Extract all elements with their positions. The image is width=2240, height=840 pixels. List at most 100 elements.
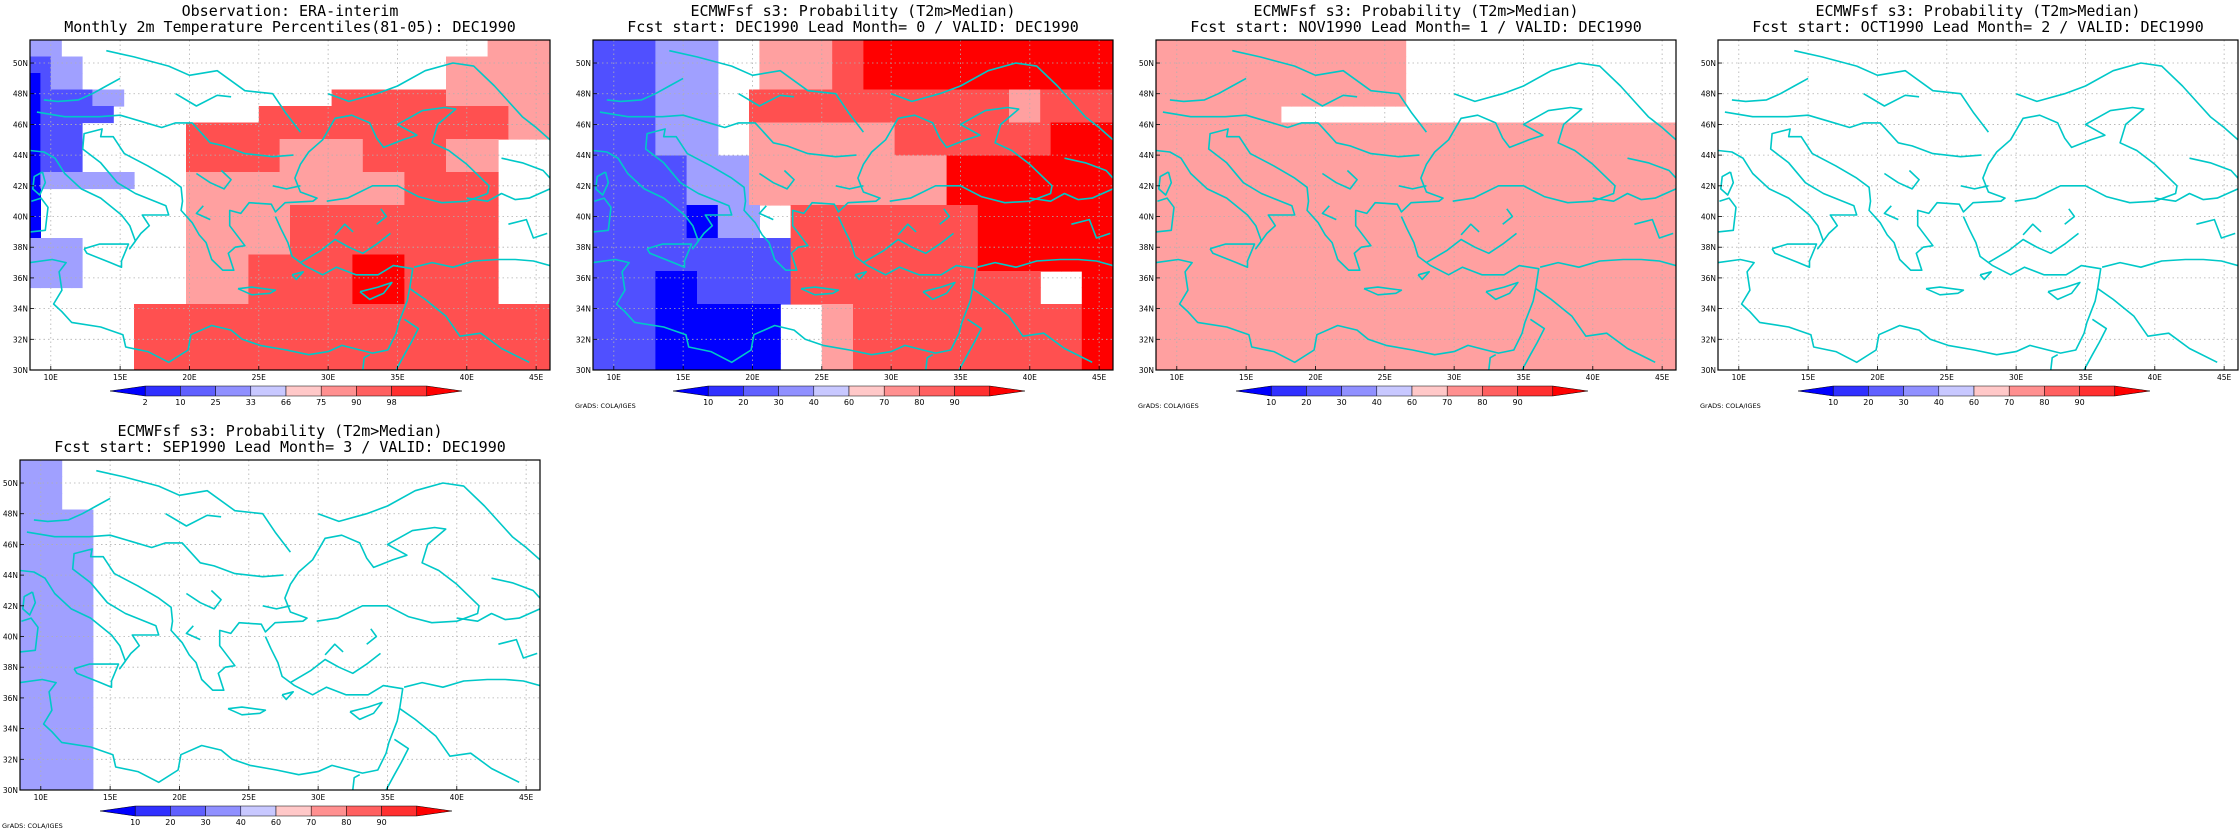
grid-cell bbox=[1426, 221, 1438, 239]
grid-cell bbox=[1613, 271, 1625, 289]
grid-cell bbox=[1040, 205, 1052, 223]
grid-cell bbox=[30, 122, 41, 140]
grid-cell bbox=[1009, 304, 1020, 322]
grid-cell bbox=[1665, 353, 1676, 370]
lon-tick-label: 20E bbox=[745, 373, 760, 382]
grid-cell bbox=[394, 337, 405, 355]
grid-cell bbox=[728, 188, 740, 206]
grid-cell bbox=[1332, 221, 1344, 239]
coastlines bbox=[1718, 49, 2238, 370]
grid-cell bbox=[414, 221, 426, 239]
grid-cell bbox=[72, 526, 83, 544]
grid-cell bbox=[707, 254, 719, 272]
grid-cell bbox=[894, 353, 906, 370]
grid-cell bbox=[498, 73, 509, 91]
grid-cell bbox=[487, 56, 499, 74]
grid-cell bbox=[801, 106, 812, 124]
grid-cell bbox=[801, 271, 812, 289]
colorbar: 10 20 30 40 60 70 80 90 bbox=[1797, 385, 2151, 407]
grid-cell bbox=[435, 221, 447, 239]
grid-cell bbox=[1644, 122, 1656, 140]
grid-cell bbox=[1353, 188, 1365, 206]
grid-cell bbox=[446, 155, 457, 173]
grid-cell bbox=[227, 139, 239, 157]
grid-cell bbox=[1040, 139, 1052, 157]
lon-tick-label: 35E bbox=[380, 793, 395, 802]
grid-cell bbox=[707, 188, 719, 206]
grid-cell bbox=[1665, 320, 1676, 338]
grid-cell bbox=[40, 707, 52, 725]
grid-cell bbox=[645, 205, 656, 223]
grid-cell bbox=[1613, 122, 1625, 140]
grid-cell bbox=[1530, 254, 1542, 272]
grid-cell bbox=[1280, 320, 1292, 338]
grid-cell bbox=[258, 188, 270, 206]
grid-cell bbox=[30, 592, 42, 610]
grid-cell bbox=[1050, 106, 1062, 124]
grid-cell bbox=[988, 304, 1000, 322]
grid-cell bbox=[738, 238, 750, 256]
grid-cell bbox=[728, 320, 740, 338]
lon-tick-label: 35E bbox=[2078, 373, 2093, 382]
grid-cell bbox=[227, 254, 239, 272]
grid-cell bbox=[1551, 337, 1563, 355]
grid-cell bbox=[821, 353, 833, 370]
grid-cell bbox=[811, 287, 823, 305]
grid-cell bbox=[290, 287, 301, 305]
grid-cell bbox=[1416, 238, 1427, 256]
grid-cell bbox=[1019, 254, 1031, 272]
grid-cell bbox=[279, 221, 291, 239]
grid-cell bbox=[915, 221, 927, 239]
grid-cell bbox=[1156, 337, 1167, 355]
grid-cell bbox=[821, 73, 833, 91]
grid-cell bbox=[1374, 205, 1386, 223]
grid-cell bbox=[30, 674, 42, 692]
grid-cell bbox=[1166, 139, 1178, 157]
grid-cell bbox=[1509, 271, 1521, 289]
grid-cell bbox=[1624, 122, 1635, 140]
grid-cell bbox=[957, 73, 968, 91]
grid-cell bbox=[206, 139, 218, 157]
grid-cell bbox=[310, 106, 322, 124]
grid-cell bbox=[1343, 353, 1355, 370]
grid-cell bbox=[759, 287, 771, 305]
grid-cell bbox=[40, 592, 52, 610]
grid-cell bbox=[425, 155, 437, 173]
grid-cell bbox=[967, 89, 979, 107]
grid-cell bbox=[1530, 139, 1542, 157]
colorbar-segment bbox=[99, 805, 136, 817]
grid-cell bbox=[518, 304, 530, 322]
grid-cell bbox=[290, 155, 301, 173]
grid-cell bbox=[290, 139, 301, 157]
grid-cell bbox=[977, 73, 989, 91]
grid-cell bbox=[936, 304, 948, 322]
grid-cell bbox=[905, 287, 916, 305]
grid-cell bbox=[1395, 320, 1407, 338]
grid-cell bbox=[842, 89, 854, 107]
grid-cell bbox=[248, 188, 260, 206]
grid-cell bbox=[1624, 287, 1635, 305]
panel-title: ECMWFsf s3: Probability (T2m>Median) bbox=[117, 422, 442, 440]
grid-cell bbox=[40, 106, 52, 124]
grid-cell bbox=[1665, 254, 1676, 272]
grid-cell bbox=[20, 757, 31, 775]
lat-tick-label: 48N bbox=[3, 510, 18, 519]
grid-cell bbox=[1332, 139, 1344, 157]
colorbar-segment bbox=[2114, 385, 2151, 397]
grid-cell bbox=[1468, 271, 1479, 289]
grid-cell bbox=[217, 188, 229, 206]
grid-cell bbox=[1249, 73, 1261, 91]
grid-cell bbox=[915, 89, 927, 107]
grid-cell bbox=[1624, 139, 1635, 157]
grid-cell bbox=[383, 155, 395, 173]
grid-cell bbox=[1395, 353, 1407, 370]
grid-cell bbox=[697, 287, 708, 305]
grid-cell bbox=[1249, 287, 1261, 305]
grid-cell bbox=[310, 221, 322, 239]
grid-cell bbox=[842, 320, 854, 338]
grid-cell bbox=[1405, 122, 1417, 140]
grid-cell bbox=[1436, 205, 1448, 223]
grid-cell bbox=[1081, 56, 1093, 74]
grid-cell bbox=[1019, 320, 1031, 338]
grid-cell bbox=[373, 106, 385, 124]
